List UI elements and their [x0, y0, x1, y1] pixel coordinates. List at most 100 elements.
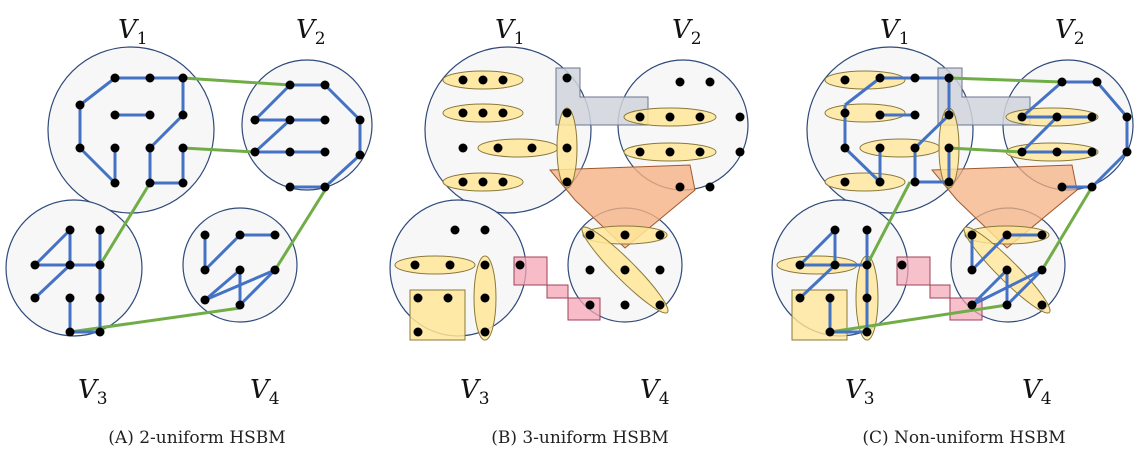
node: [355, 150, 365, 160]
node: [480, 327, 490, 337]
node: [735, 112, 745, 122]
label-v4: V4: [640, 375, 670, 409]
node: [75, 100, 85, 110]
node: [235, 265, 245, 275]
node: [527, 143, 537, 153]
intra-edge: [253, 83, 292, 122]
node: [458, 75, 468, 85]
node: [1052, 112, 1062, 122]
node: [355, 115, 365, 125]
intra-edge: [203, 233, 275, 272]
node: [910, 110, 920, 120]
inter-edge: [273, 186, 329, 271]
node: [95, 260, 105, 270]
nodes: [30, 73, 365, 337]
node: [840, 75, 850, 85]
inter-community-edges: [69, 76, 329, 334]
node: [178, 143, 188, 153]
inter-edge: [948, 146, 1023, 154]
node: [498, 75, 508, 85]
node: [320, 80, 330, 90]
node: [65, 225, 75, 235]
hyperedge-pink: [896, 256, 983, 321]
node: [480, 260, 490, 270]
node: [795, 293, 805, 303]
node: [110, 143, 120, 153]
node: [562, 73, 572, 83]
hyperedge-yellow: [394, 255, 476, 275]
node: [862, 260, 872, 270]
intra-edge: [290, 83, 362, 189]
node: [285, 80, 295, 90]
node: [285, 115, 295, 125]
node: [270, 230, 280, 240]
inter-edge: [182, 76, 291, 87]
node: [635, 147, 645, 157]
caption-b: (B) 3-uniform HSBM: [491, 428, 669, 448]
node: [944, 143, 954, 153]
node: [413, 293, 423, 303]
hyperedge-gray: [555, 67, 649, 126]
node: [250, 115, 260, 125]
node: [830, 225, 840, 235]
node: [110, 178, 120, 188]
intra-edge: [35, 263, 102, 334]
label-v1: V1: [880, 15, 910, 49]
caption-c: (C) Non-uniform HSBM: [862, 428, 1065, 448]
inter-edge: [1040, 186, 1094, 271]
community-v1: [47, 46, 215, 214]
node: [30, 293, 40, 303]
inter-edge: [98, 182, 152, 266]
node: [445, 260, 455, 270]
nodes: [795, 73, 1132, 337]
node: [1092, 77, 1102, 87]
node: [967, 300, 977, 310]
label-v3: V3: [845, 375, 875, 409]
node: [320, 182, 330, 192]
caption-a: (A) 2-uniform HSBM: [108, 428, 285, 448]
node: [110, 73, 120, 83]
node: [235, 230, 245, 240]
node: [675, 77, 685, 87]
node: [1017, 147, 1027, 157]
node: [795, 260, 805, 270]
node: [1087, 182, 1097, 192]
node: [270, 265, 280, 275]
node: [665, 112, 675, 122]
node: [944, 110, 954, 120]
node: [178, 110, 188, 120]
node: [825, 293, 835, 303]
node: [200, 265, 210, 275]
hyperedge-yellow: [824, 172, 906, 192]
node: [1037, 300, 1047, 310]
node: [320, 115, 330, 125]
node: [285, 147, 295, 157]
node: [695, 147, 705, 157]
inter-edge: [829, 303, 1008, 334]
inter-edge: [865, 181, 912, 266]
inter-edge: [182, 146, 256, 154]
node: [875, 177, 885, 187]
node: [735, 147, 745, 157]
node: [655, 265, 665, 275]
node: [413, 327, 423, 337]
node: [200, 295, 210, 305]
label-v3: V3: [78, 375, 108, 409]
nodes: [410, 73, 745, 337]
node: [200, 230, 210, 240]
node: [705, 77, 715, 87]
inter-community-edges: [829, 76, 1094, 334]
node: [562, 108, 572, 118]
label-v2: V2: [672, 15, 702, 49]
node: [635, 112, 645, 122]
node: [498, 177, 508, 187]
node: [410, 260, 420, 270]
node: [875, 110, 885, 120]
node: [562, 177, 572, 187]
node: [825, 327, 835, 337]
node: [862, 327, 872, 337]
node: [95, 293, 105, 303]
node: [910, 143, 920, 153]
node: [585, 265, 595, 275]
node: [1002, 265, 1012, 275]
